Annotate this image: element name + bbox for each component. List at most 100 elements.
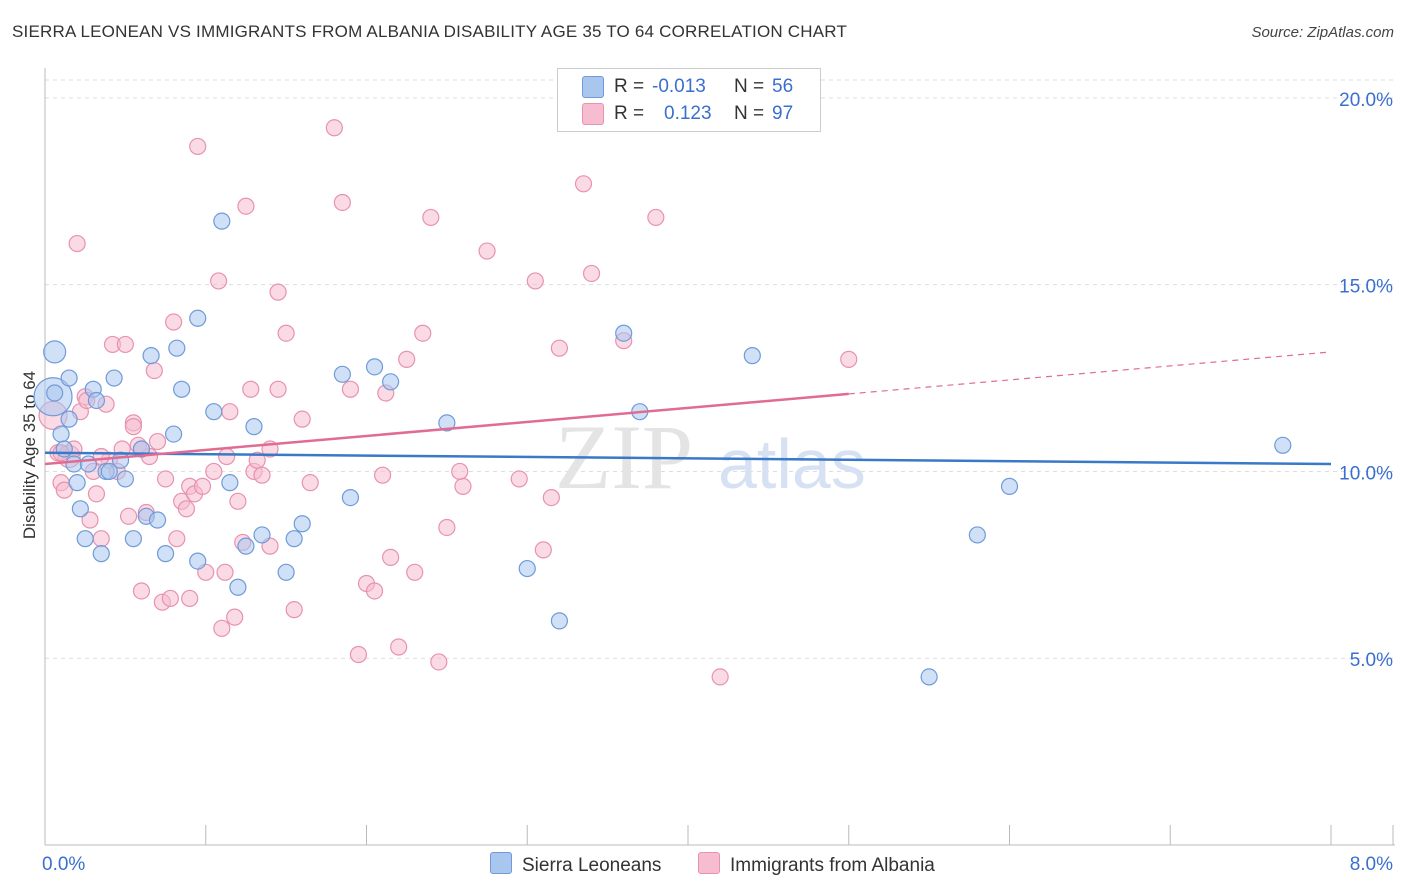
- albania-immigrant-point: [398, 350, 416, 368]
- sierra-leonean-point: [79, 455, 98, 473]
- source-label: Source: ZipAtlas.com: [1251, 24, 1394, 41]
- sierra-leonean-point: [743, 347, 761, 365]
- y-tick-label: 15.0%: [1339, 277, 1393, 298]
- sierra-leonean-point: [1000, 477, 1019, 495]
- sierra-leonean-point: [333, 365, 351, 383]
- albania-immigrant-point: [189, 137, 207, 156]
- albania-immigrant-point: [218, 447, 236, 466]
- albania-immigrant-point: [534, 541, 552, 559]
- albania-immigrant-point: [161, 589, 179, 608]
- albania-immigrant-point: [382, 548, 400, 566]
- sierra-leonean-point: [87, 391, 106, 410]
- albania-immigrant-point: [430, 653, 448, 671]
- sierra-leonean-point: [277, 563, 295, 581]
- sierra-leonean-point: [205, 403, 223, 421]
- sierra-leonean-point: [148, 511, 167, 529]
- albania-immigrant-point: [92, 530, 110, 548]
- sierra-leonean-point: [237, 537, 255, 555]
- albania-immigrant-point: [365, 582, 384, 600]
- albania-immigrant-point: [242, 380, 260, 398]
- albania-immigrant-point: [526, 272, 544, 290]
- albania-immigrant-point: [422, 208, 440, 227]
- albania-immigrant-point: [414, 324, 432, 342]
- albania-immigrant-point: [210, 272, 228, 290]
- albania-immigrant-point: [438, 518, 456, 537]
- sierra-leonean-point: [142, 347, 160, 365]
- sierra-leonean-point: [46, 384, 64, 402]
- albania-immigrant-point: [132, 582, 151, 600]
- legend-swatch-blue: [582, 76, 604, 98]
- trend-line-albania: [44, 392, 849, 466]
- albania-immigrant-point: [711, 668, 729, 686]
- albania-immigrant-point: [333, 193, 351, 212]
- sierra-leonean-point: [229, 578, 247, 596]
- trend-line-sierra-leoneans: [44, 451, 1332, 466]
- sierra-leonean-point: [105, 369, 123, 387]
- sierra-leonean-point: [165, 425, 183, 443]
- sierra-leonean-point: [438, 414, 456, 432]
- sierra-leonean-point: [1274, 436, 1292, 454]
- tick-labels: 5.0% 10.0% 15.0% 20.0% 0.0% 8.0%: [42, 90, 1393, 875]
- legend-n-value: 97: [772, 103, 794, 124]
- series-immigrants-from-albania: [38, 119, 858, 686]
- watermark-atlas: atlas: [718, 425, 866, 503]
- albania-immigrant-point: [119, 507, 138, 525]
- legend-label: Immigrants from Albania: [730, 855, 935, 876]
- albania-immigrant-point: [193, 477, 212, 495]
- trend-line-albania-extrapolated: [848, 351, 1332, 395]
- legend-swatch-pink: [582, 103, 604, 125]
- series-sierra-leoneans: [33, 85, 1292, 686]
- sierra-leonean-point: [615, 324, 633, 342]
- albania-immigrant-point: [301, 474, 319, 492]
- sierra-leonean-point: [293, 515, 311, 533]
- albania-immigrant-point: [205, 462, 223, 481]
- albania-immigrant-point: [237, 197, 255, 215]
- albania-immigrant-point: [55, 481, 73, 499]
- sierra-leonean-point: [65, 455, 83, 473]
- legend-r-value: -0.013: [652, 76, 706, 97]
- albania-immigrant-point: [454, 477, 472, 495]
- albania-immigrant-point: [221, 403, 239, 421]
- albania-immigrant-point: [229, 492, 247, 510]
- albania-immigrant-point: [213, 619, 231, 637]
- sierra-leonean-point: [60, 369, 78, 387]
- gridlines: [45, 79, 1395, 659]
- albania-immigrant-point: [181, 589, 199, 608]
- legend-n-label: N =: [734, 103, 765, 124]
- sierra-leonean-point: [76, 530, 94, 548]
- albania-immigrant-point: [253, 466, 271, 484]
- sierra-leonean-point: [189, 309, 207, 327]
- sierra-leonean-point: [43, 340, 67, 364]
- y-tick-label: 5.0%: [1350, 650, 1393, 671]
- legend-r-value: 0.123: [664, 103, 712, 124]
- albania-immigrant-point: [574, 175, 593, 193]
- sierra-leonean-point: [55, 440, 73, 458]
- albania-immigrant-point: [293, 410, 311, 428]
- sierra-leonean-point: [60, 410, 78, 428]
- albania-immigrant-point: [177, 500, 196, 518]
- sierra-leonean-point: [550, 612, 569, 630]
- legend-r-label: R =: [614, 76, 645, 97]
- albania-immigrant-point: [478, 242, 496, 260]
- sierra-leonean-point: [68, 474, 86, 492]
- albania-immigrant-point: [277, 324, 295, 342]
- sierra-leonean-point: [285, 530, 303, 548]
- correlation-legend: R = -0.013 N = 56 R = 0.123 N = 97: [557, 68, 821, 132]
- sierra-leonean-point: [365, 358, 384, 376]
- sierra-leonean-point: [253, 526, 271, 544]
- y-tick-label: 10.0%: [1339, 463, 1393, 484]
- albania-immigrant-point: [451, 462, 469, 481]
- sierra-leonean-point: [173, 380, 191, 398]
- sierra-leonean-point: [968, 526, 986, 544]
- sierra-leonean-point: [168, 339, 186, 357]
- albania-immigrant-point: [406, 563, 424, 581]
- sierra-leonean-point: [116, 470, 134, 488]
- albania-immigrant-point: [156, 470, 175, 488]
- albania-immigrant-point: [373, 466, 392, 484]
- sierra-leonean-point: [341, 488, 360, 507]
- y-tick-label: 20.0%: [1339, 90, 1393, 111]
- x-tick-label: 0.0%: [42, 854, 85, 875]
- legend-swatch-pink: [698, 852, 720, 874]
- albania-immigrant-point: [349, 645, 368, 664]
